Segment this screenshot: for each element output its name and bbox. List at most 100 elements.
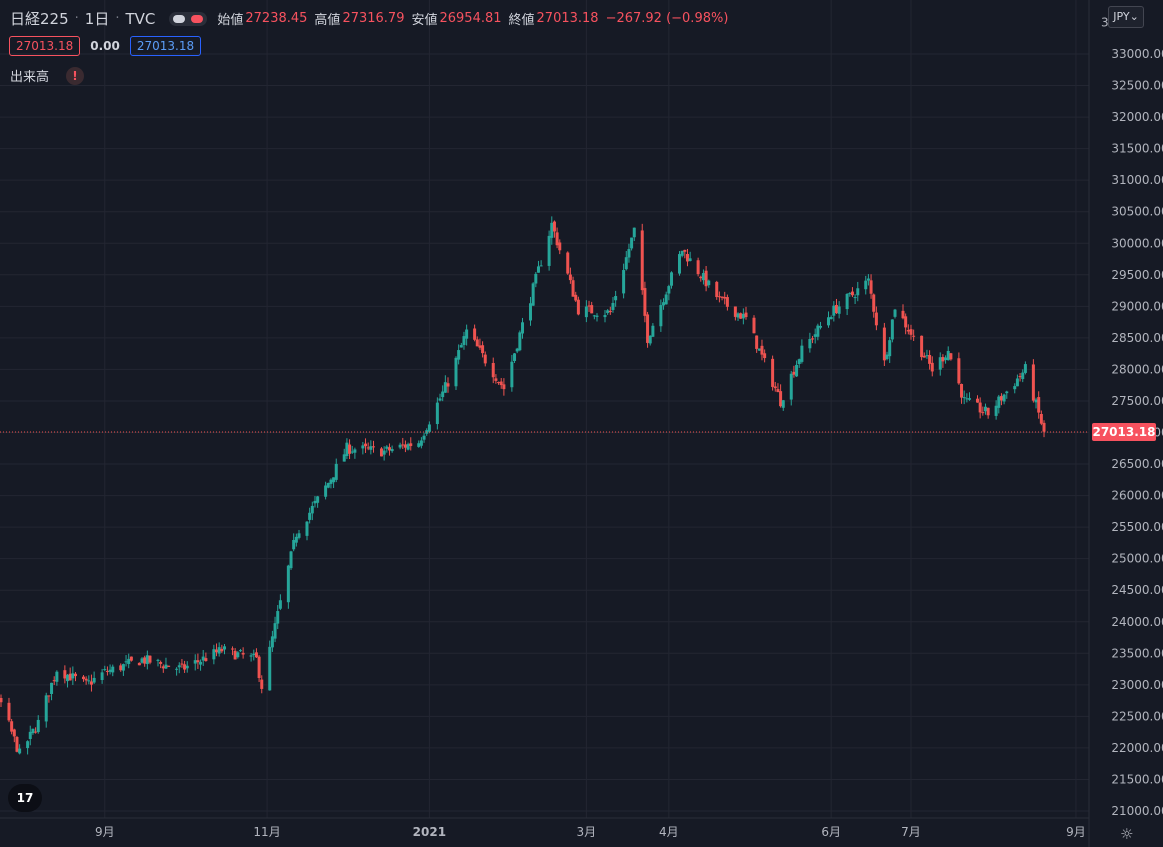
candle-body [539, 265, 543, 267]
candle-body [928, 354, 932, 364]
price-tick-label: 21500.00 [1111, 772, 1163, 786]
candle-body [348, 444, 352, 454]
candle-body [608, 310, 612, 313]
price-tick-label: 31500.00 [1111, 142, 1163, 156]
candle-body [845, 293, 849, 310]
candle-body [811, 338, 815, 340]
candle-body [483, 354, 487, 364]
warning-icon[interactable]: ! [66, 66, 85, 85]
candle-body [744, 312, 748, 318]
candle-body [981, 412, 985, 414]
candle-body [632, 227, 636, 238]
time-tick-label: 11月 [253, 825, 280, 839]
candle-body [129, 656, 133, 661]
candle-body [465, 329, 469, 339]
candle-body [901, 310, 905, 319]
price-tick-label: 23500.00 [1111, 646, 1163, 660]
candle-body [576, 299, 580, 315]
candles [0, 216, 1046, 755]
candle-body [664, 294, 668, 305]
candle-body [63, 670, 67, 679]
candle-body [31, 728, 35, 734]
candle-body [441, 391, 445, 398]
buy-price-box[interactable]: 27013.18 [129, 36, 202, 56]
candle-body [0, 697, 3, 703]
candle-body [662, 302, 666, 306]
candle-body [127, 658, 131, 665]
candle-body [236, 652, 240, 658]
candle-body [595, 315, 599, 317]
candle-body [872, 294, 876, 312]
candle-body [334, 463, 338, 480]
candle-body [481, 345, 485, 354]
candle-body [568, 274, 572, 281]
candle-body [273, 623, 277, 639]
candle-body [704, 270, 708, 287]
price-axis[interactable]: 21000.00 21500.00 22000.00 22500.00 23000.00… [1101, 15, 1163, 818]
candle-body [249, 655, 253, 657]
candle-body [866, 278, 870, 281]
price-tick-label: 28500.00 [1111, 331, 1163, 345]
candle-body [199, 661, 203, 665]
candle-body [752, 317, 756, 334]
candle-body [66, 674, 70, 682]
candle-body [978, 402, 982, 413]
high-label: 高値 [314, 13, 341, 28]
price-tick-label: 21000.00 [1111, 804, 1163, 818]
candle-body [385, 446, 389, 449]
candle-body [826, 317, 830, 326]
candle-body [739, 313, 743, 319]
candle-body [771, 358, 775, 387]
candle-body [957, 358, 961, 384]
candle-body [869, 280, 873, 294]
price-tick-label: 30500.00 [1111, 205, 1163, 219]
candle-body [701, 273, 705, 281]
candle-body [473, 328, 477, 340]
interval[interactable]: 1日 [84, 10, 110, 28]
candle-body [74, 673, 78, 677]
candle-body [946, 350, 950, 361]
candle-body [84, 678, 88, 681]
candle-body [462, 336, 466, 345]
candle-body [143, 657, 147, 664]
candle-body [776, 389, 780, 393]
symbol-name[interactable]: 日経225 [10, 10, 69, 28]
candle-body [220, 648, 224, 652]
candle-body [683, 249, 687, 252]
candle-body [369, 446, 373, 450]
candle-body [960, 383, 964, 398]
candle-body [696, 260, 700, 275]
sell-price-box[interactable]: 27013.18 [9, 36, 81, 56]
price-row: 27013.18 0.00 27013.18 [9, 36, 202, 56]
candle-body [89, 681, 93, 685]
candle-body [81, 676, 85, 680]
candle-body [528, 303, 532, 321]
candle-body [922, 355, 926, 358]
volume-label[interactable]: 出来高 [10, 70, 50, 85]
candle-body [813, 334, 817, 337]
candle-body [890, 319, 894, 340]
candle-body [800, 345, 804, 362]
candle-body [71, 673, 75, 679]
currency-selector[interactable]: JPY⌄ [1108, 6, 1144, 28]
low-value: 26954.81 [439, 11, 502, 26]
candle-body [350, 451, 354, 453]
candle-body [930, 362, 934, 372]
gear-icon[interactable]: ☼ [1120, 825, 1134, 843]
tradingview-logo-icon[interactable]: 17 [8, 784, 42, 812]
price-tick-label: 24000.00 [1111, 615, 1163, 629]
candle-body [614, 296, 618, 301]
candle-body [587, 305, 591, 307]
price-tick-label: 27500.00 [1111, 394, 1163, 408]
candle-body [986, 407, 990, 416]
candle-body [912, 335, 916, 337]
legend-toggle[interactable] [169, 11, 208, 26]
candle-body [159, 662, 163, 664]
time-axis[interactable]: 9月 11月 2021 3月 4月 6月 7月 9月 [95, 825, 1086, 839]
candle-body [329, 479, 333, 484]
candle-body [276, 611, 280, 624]
close-label: 終値 [508, 13, 535, 28]
candle-body [832, 305, 836, 316]
candle-body [491, 362, 495, 378]
